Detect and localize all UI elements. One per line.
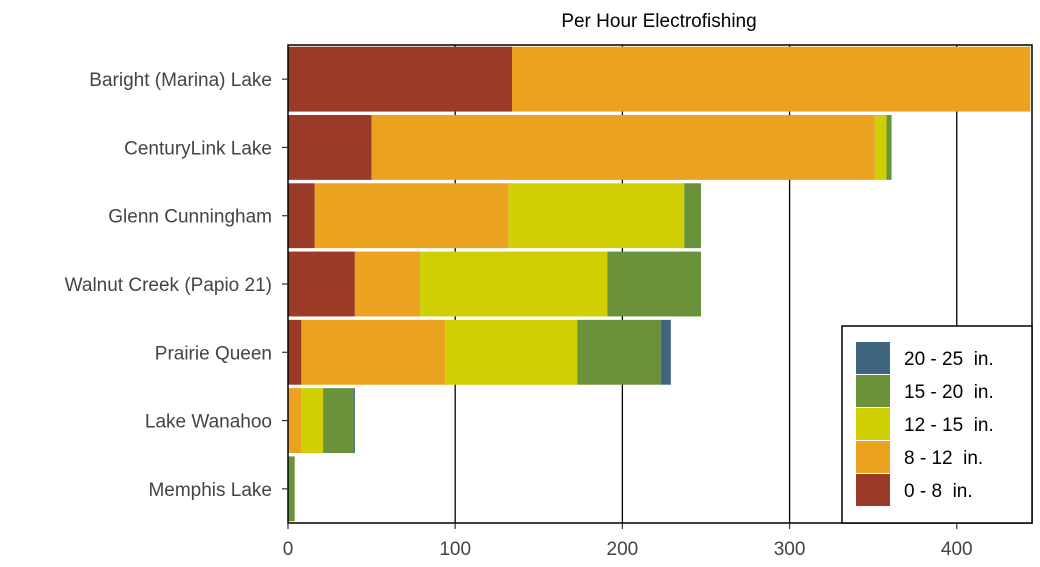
legend-label: 0 - 8 in. [904, 481, 973, 502]
x-tick-label: 300 [774, 539, 806, 560]
bars [288, 46, 1031, 522]
legend-swatch [856, 375, 890, 407]
legend-swatch [856, 474, 890, 506]
category-label: Lake Wanahoo [145, 412, 272, 433]
category-label: CenturyLink Lake [124, 138, 272, 159]
legend-label: 20 - 25 in. [904, 349, 994, 370]
bar-segment [508, 183, 685, 249]
bar-segment [445, 319, 578, 385]
category-labels: Baright (Marina) Lake CenturyLink Lake Gle… [65, 70, 288, 501]
bar-segment [660, 319, 671, 385]
bar-segment [684, 183, 701, 249]
bar-segment [323, 388, 354, 454]
bar-segment [886, 114, 892, 180]
bar-segment [288, 46, 513, 112]
category-label: Glenn Cunningham [108, 207, 272, 228]
bar-segment [420, 251, 608, 317]
bar-segment [512, 46, 1031, 112]
bar-segment [577, 319, 661, 385]
legend-swatch [856, 408, 890, 440]
legend-label: 15 - 20 in. [904, 382, 994, 403]
x-tick-label: 100 [439, 539, 471, 560]
bar-segment [353, 388, 355, 454]
bar-segment [607, 251, 701, 317]
x-tick-label: 400 [941, 539, 973, 560]
legend-swatch [856, 342, 890, 374]
category-label: Baright (Marina) Lake [89, 70, 272, 91]
bar-segment [288, 251, 355, 317]
bar-segment [288, 114, 372, 180]
category-label: Memphis Lake [148, 480, 272, 501]
bar-segment [354, 251, 421, 317]
x-tick-label: 200 [607, 539, 639, 560]
legend-label: 8 - 12 in. [904, 448, 983, 469]
bar-segment [301, 388, 324, 454]
category-label: Walnut Creek (Papio 21) [65, 275, 272, 296]
bar-segment [288, 183, 315, 249]
legend: 20 - 25 in. 15 - 20 in. 12 - 15 in. 8 - 12 … [841, 325, 1033, 524]
bar-segment [874, 114, 887, 180]
x-axis-ticks: 0 100 200 300 400 [283, 523, 973, 560]
bar-segment [371, 114, 875, 180]
x-tick-label: 0 [283, 539, 294, 560]
bar-segment [301, 319, 446, 385]
category-label: Prairie Queen [155, 343, 272, 364]
bar-segment [288, 319, 302, 385]
bar-segment [288, 388, 302, 454]
chart-title: Per Hour Electrofishing [561, 11, 756, 32]
legend-swatch [856, 441, 890, 473]
legend-label: 12 - 15 in. [904, 415, 994, 436]
bar-segment [288, 456, 295, 522]
bar-segment [314, 183, 509, 249]
